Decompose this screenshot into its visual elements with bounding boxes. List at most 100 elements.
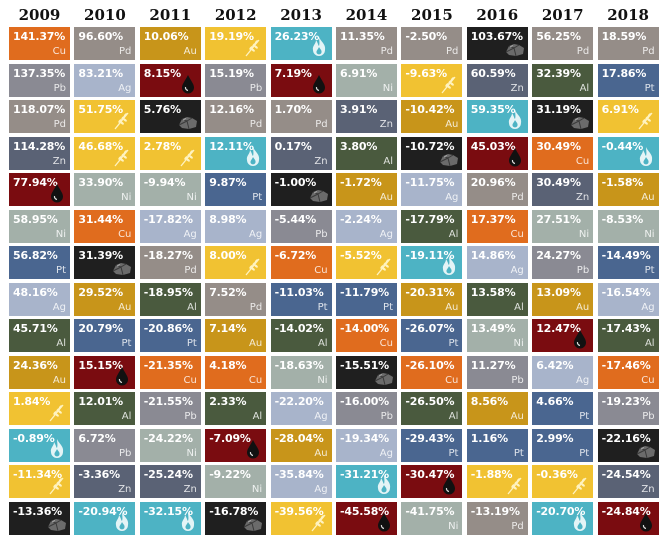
commodity-symbol: Ag [118, 82, 132, 94]
gas-flame-icon [247, 146, 260, 166]
commodity-symbol: Zn [379, 119, 393, 130]
coal-lump-icon [636, 445, 655, 458]
return-cell: -1.00% [270, 173, 332, 206]
return-cell: 1.84% [9, 392, 70, 425]
return-cell: 13.09% Au [532, 282, 594, 316]
return-value: 4.18% [209, 358, 247, 372]
return-cell: -31.21% [336, 465, 397, 498]
return-value: 8.15% [143, 66, 181, 80]
return-value: -9.94% [143, 176, 186, 189]
commodity-symbol: Pt [448, 338, 459, 349]
return-cell: -9.94% Ni [139, 173, 201, 206]
commodity-symbol: Ni [578, 228, 590, 240]
return-cell: 45.03% [466, 136, 528, 170]
return-value: 6.91% [601, 103, 639, 116]
return-cell: 15.19% Pb [205, 63, 267, 97]
gas-flame-icon [639, 146, 652, 166]
commodity-symbol: Zn [575, 192, 590, 203]
return-cell: 9.87% Pt [205, 173, 267, 206]
return-value: 15.19% [209, 66, 254, 80]
return-value: -11.03% [274, 285, 324, 299]
return-value: 58.95% [13, 212, 58, 226]
return-cell: 15.15% [74, 355, 136, 389]
return-value: 18.59% [601, 30, 647, 43]
return-value: -26.50% [405, 395, 455, 408]
commodity-symbol: Ni [513, 338, 524, 349]
return-value: 11.27% [470, 358, 516, 372]
commodity-symbol: Pb [642, 411, 655, 422]
return-cell: -9.22% Ni [205, 465, 267, 498]
year-header: 2012 [214, 6, 257, 24]
return-cell: -7.09% [205, 428, 267, 462]
return-value: 141.37% [13, 30, 66, 43]
gas-flame-icon [443, 256, 456, 275]
return-value: -9.22% [209, 468, 251, 481]
return-cell: -17.82% Ag [139, 209, 201, 243]
return-cell: 46.68% [74, 136, 136, 170]
commodity-symbol: Pd [511, 192, 524, 203]
return-cell: 32.39% Al [532, 63, 594, 97]
commodity-symbol: Al [121, 411, 132, 422]
return-cell: -5.52% [336, 246, 397, 279]
return-value: 2.33% [209, 395, 247, 408]
return-cell: -45.58% [336, 501, 397, 535]
return-value: 10.06% [143, 30, 189, 43]
coal-lump-icon [47, 518, 66, 531]
return-value: -25.24% [143, 468, 193, 481]
return-cell: 51.75% [74, 100, 136, 133]
return-value: 45.71% [13, 322, 58, 335]
return-cell: -10.42% Au [401, 100, 463, 133]
return-value: -7.09% [209, 431, 251, 445]
return-cell: -11.34% [9, 465, 70, 498]
return-cell: 83.21% Ag [74, 63, 136, 97]
commodity-symbol: Pd [576, 46, 590, 57]
commodity-symbol: Pb [511, 374, 524, 386]
commodity-symbol: Pt [579, 411, 590, 422]
gas-flame-icon [574, 511, 587, 531]
wheat-icon [507, 477, 522, 495]
return-value: 48.16% [13, 285, 58, 299]
oil-drop-icon [378, 512, 390, 531]
return-cell: -2.24% Ag [336, 209, 397, 243]
return-cell: -19.34% Ag [336, 428, 397, 462]
return-cell: -20.70% [532, 501, 594, 535]
year-header: 2009 [18, 6, 61, 24]
year-header: 2015 [411, 6, 453, 24]
return-cell: -16.54% Ag [597, 282, 659, 316]
return-value: 7.52% [209, 285, 247, 299]
return-cell: -14.00% Cu [336, 319, 397, 352]
return-value: -1.72% [340, 176, 382, 189]
commodity-symbol: Ag [379, 447, 393, 459]
oil-drop-icon [508, 147, 521, 166]
wheat-icon [49, 404, 64, 422]
return-value: 60.59% [470, 66, 516, 80]
return-cell: 14.86% Ag [466, 246, 528, 279]
return-value: -24.84% [601, 504, 651, 518]
commodity-symbol: Ni [55, 228, 66, 240]
wheat-icon [376, 258, 391, 276]
return-cell: 7.19% [270, 63, 332, 97]
return-cell: 6.91% [597, 100, 659, 133]
commodity-symbol: Ag [445, 192, 459, 203]
return-cell: -14.49% Pt [597, 246, 659, 279]
commodity-symbol: Pd [642, 46, 655, 57]
return-cell: -21.35% Cu [139, 355, 201, 389]
return-cell: -9.63% [401, 63, 463, 97]
return-value: -0.89% [13, 431, 55, 445]
return-cell: -13.36% [9, 501, 70, 535]
return-value: -16.78% [209, 504, 259, 518]
return-cell: -41.75% Ni [401, 501, 463, 535]
coal-lump-icon [243, 518, 263, 531]
year-header: 2013 [280, 6, 322, 24]
return-value: 29.52% [78, 285, 124, 299]
return-value: -14.00% [340, 322, 389, 335]
return-value: -10.42% [405, 103, 455, 116]
return-value: 31.19% [536, 103, 581, 116]
return-value: -17.82% [143, 212, 193, 226]
gas-flame-icon [181, 511, 194, 531]
commodity-symbol: Ag [314, 484, 328, 495]
commodity-symbol: Pt [252, 192, 263, 203]
commodity-symbol: Pd [380, 46, 393, 57]
return-value: -31.21% [340, 468, 389, 481]
coal-lump-icon [178, 117, 197, 130]
